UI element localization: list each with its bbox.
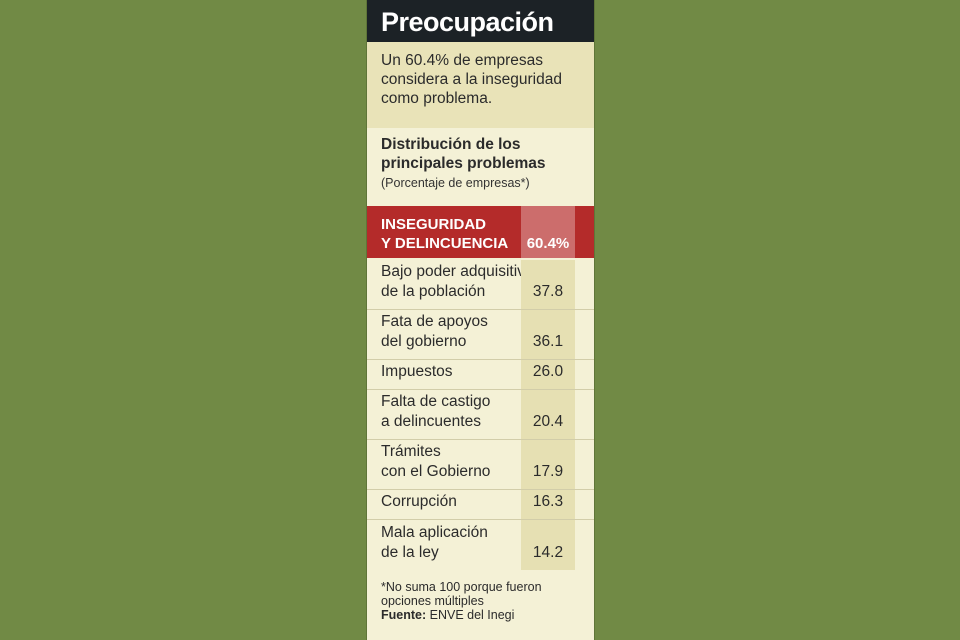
row-label: Impuestos	[381, 363, 453, 380]
list-item: Fata de apoyos del gobierno 36.1	[367, 310, 594, 360]
row-value-cell: 17.9	[521, 440, 575, 489]
page-title: Preocupación	[367, 0, 594, 42]
list-item: Trámites con el Gobierno 17.9	[367, 440, 594, 490]
list-item: Mala aplicación de la ley 14.2	[367, 520, 594, 570]
row-value-cell: 36.1	[521, 310, 575, 359]
intro-text: Un 60.4% de empresas considera a la inse…	[367, 42, 594, 128]
row-value-cell: 20.4	[521, 390, 575, 439]
source-text: ENVE del Inegi	[426, 608, 515, 622]
row-value-cell: 16.3	[521, 490, 575, 519]
row-value: 20.4	[532, 413, 564, 430]
footnote-block: *No suma 100 porque fueron opciones múlt…	[381, 580, 586, 622]
list-item: Impuestos 26.0	[367, 360, 594, 390]
row-value: 37.8	[532, 283, 564, 300]
row-value: 16.3	[532, 493, 564, 510]
section-subtitle: (Porcentaje de empresas*)	[381, 176, 530, 190]
source-line: Fuente: ENVE del Inegi	[381, 608, 586, 622]
highlight-value: 60.4%	[521, 206, 575, 258]
row-label: Mala aplicación de la ley	[381, 524, 488, 561]
section-title: Distribución de los principales problema…	[381, 136, 546, 172]
footnote-text: *No suma 100 porque fueron opciones múlt…	[381, 580, 542, 608]
source-label: Fuente:	[381, 608, 427, 622]
row-label: Corrupción	[381, 493, 457, 510]
problem-list: Bajo poder adquisitivo de la población 3…	[367, 260, 594, 570]
list-item: Bajo poder adquisitivo de la población 3…	[367, 260, 594, 310]
row-label: Fata de apoyos del gobierno	[381, 313, 488, 350]
infographic-card: Preocupación Un 60.4% de empresas consid…	[366, 0, 595, 640]
row-value-cell: 14.2	[521, 520, 575, 570]
row-label: Trámites con el Gobierno	[381, 443, 491, 480]
highlight-row: INSEGURIDAD Y DELINCUENCIA 60.4%	[367, 206, 594, 258]
list-item: Falta de castigo a delincuentes 20.4	[367, 390, 594, 440]
list-item: Corrupción 16.3	[367, 490, 594, 520]
row-value-cell: 26.0	[521, 360, 575, 389]
row-label: Falta de castigo a delincuentes	[381, 393, 491, 430]
row-value: 14.2	[532, 544, 564, 561]
row-value: 36.1	[532, 333, 564, 350]
row-value: 17.9	[532, 463, 564, 480]
row-value-cell: 37.8	[521, 260, 575, 309]
highlight-label: INSEGURIDAD Y DELINCUENCIA	[381, 216, 509, 252]
row-value: 26.0	[532, 363, 564, 380]
row-label: Bajo poder adquisitivo de la población	[381, 263, 534, 300]
